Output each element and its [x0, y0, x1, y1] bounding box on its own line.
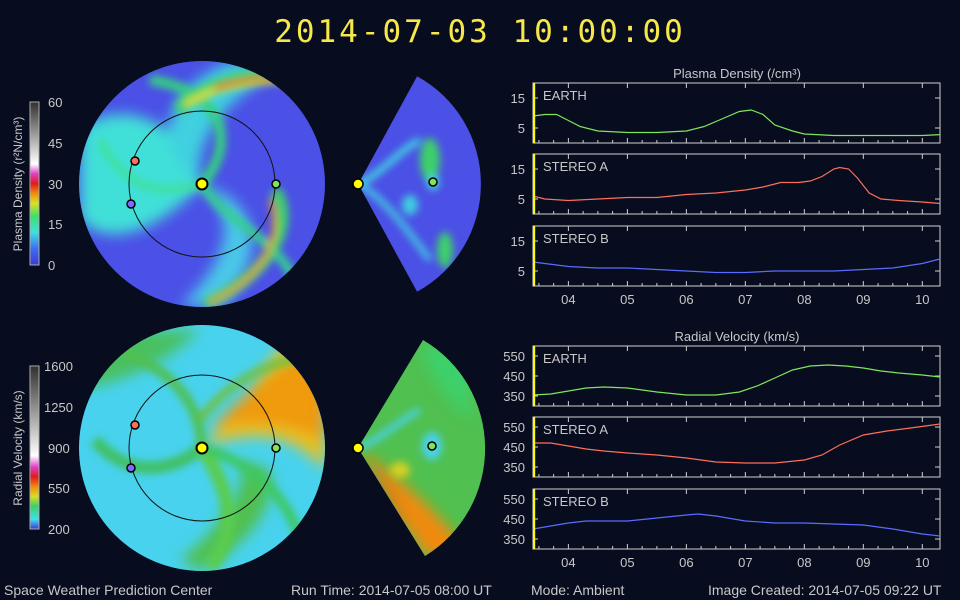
- velocity-colorbar-tick: 1600: [44, 359, 73, 374]
- velocity-colorbar-tick: 200: [48, 522, 70, 537]
- panel-frame: [532, 82, 941, 144]
- footer-center: Space Weather Prediction Center: [4, 582, 213, 598]
- y-tick-label: 550: [503, 349, 525, 364]
- x-tick-label: 07: [738, 555, 752, 570]
- density-colorbar-tick: 45: [48, 136, 62, 151]
- series-line-earth: [532, 364, 941, 396]
- x-tick-label: 04: [561, 292, 575, 307]
- velocity-colorbar-label: Radial Velocity (km/s): [11, 390, 25, 505]
- velocity-colorbar: 1600 1250 900 550 200 Radial Velocity (k…: [11, 359, 73, 537]
- x-tick-label: 06: [679, 555, 693, 570]
- panel-name: STEREO B: [543, 494, 609, 509]
- density-colorbar-tick: 15: [48, 217, 62, 232]
- density-ecliptic-plot: [79, 61, 325, 307]
- x-tick-label: 10: [915, 555, 929, 570]
- x-tick-label: 09: [856, 292, 870, 307]
- velocity-colorbar-tick: 1250: [44, 400, 73, 415]
- panel-frame: [532, 225, 941, 287]
- sun-marker: [352, 178, 364, 190]
- page-title: 2014-07-03 10:00:00: [274, 14, 686, 50]
- earth-marker: [428, 177, 438, 187]
- x-tick-label: 06: [679, 292, 693, 307]
- panel-name: STEREO A: [543, 159, 608, 174]
- density-colorbar-tick: 60: [48, 95, 62, 110]
- density-colorbar-tick: 30: [48, 177, 62, 192]
- y-tick-label: 450: [503, 512, 525, 527]
- sun-marker: [352, 442, 364, 454]
- earth-marker: [271, 179, 281, 189]
- x-tick-label: 10: [915, 292, 929, 307]
- sun-marker: [195, 177, 209, 191]
- panel-frame: [532, 153, 941, 215]
- x-tick-label: 08: [797, 292, 811, 307]
- stereo-a-marker: [130, 156, 140, 166]
- panel-name: STEREO A: [543, 422, 608, 437]
- density-colorbar: 60 45 30 15 0 Plasma Density (r²N/cm³): [11, 95, 62, 273]
- x-tick-label: 07: [738, 292, 752, 307]
- y-tick-label: 15: [511, 162, 525, 177]
- density-colorbar-label: Plasma Density (r²N/cm³): [11, 117, 25, 252]
- earth-marker: [271, 443, 281, 453]
- y-tick-label: 350: [503, 532, 525, 547]
- y-tick-label: 550: [503, 492, 525, 507]
- y-tick-label: 15: [511, 91, 525, 106]
- x-tick-label: 05: [620, 555, 634, 570]
- velocity-timeseries: Radial Velocity (km/s) 350 450 550 EARTH 350…: [503, 329, 941, 570]
- y-tick-label: 5: [518, 264, 525, 279]
- earth-marker: [427, 441, 437, 451]
- panel-name: EARTH: [543, 351, 587, 366]
- x-tick-label: 09: [856, 555, 870, 570]
- velocity-timeseries-title: Radial Velocity (km/s): [675, 329, 800, 344]
- x-tick-label: 08: [797, 555, 811, 570]
- y-tick-label: 15: [511, 234, 525, 249]
- footer-created: Image Created: 2014-07-05 09:22 UT: [708, 582, 942, 598]
- series-line-stereo-a: [533, 423, 941, 464]
- velocity-colorbar-tick: 900: [48, 441, 70, 456]
- series-line-earth: [532, 109, 941, 137]
- velocity-ecliptic-plot: [79, 325, 325, 571]
- density-meridional-plot: [352, 75, 482, 293]
- series-line-stereo-a: [532, 166, 941, 205]
- y-tick-label: 5: [518, 192, 525, 207]
- panel-name: EARTH: [543, 88, 587, 103]
- density-timeseries-title: Plasma Density (/cm³): [673, 66, 801, 81]
- panel-frame: [532, 345, 941, 407]
- footer-run-time: Run Time: 2014-07-05 08:00 UT: [291, 582, 492, 598]
- y-tick-label: 350: [503, 460, 525, 475]
- y-tick-label: 5: [518, 121, 525, 136]
- y-tick-label: 450: [503, 440, 525, 455]
- stereo-b-marker: [126, 199, 136, 209]
- x-tick-label: 04: [561, 555, 575, 570]
- y-tick-label: 350: [503, 389, 525, 404]
- panel-name: STEREO B: [543, 231, 609, 246]
- velocity-meridional-plot: [352, 340, 485, 556]
- stereo-a-marker: [130, 420, 140, 430]
- density-colorbar-tick: 0: [48, 258, 55, 273]
- series-line-stereo-b: [532, 258, 941, 274]
- velocity-colorbar-tick: 550: [48, 481, 70, 496]
- density-timeseries: Plasma Density (/cm³) 5 15 EARTH 5 15 STEREO …: [511, 66, 941, 307]
- y-tick-label: 450: [503, 369, 525, 384]
- series-line-stereo-b: [532, 513, 941, 537]
- footer-mode: Mode: Ambient: [531, 582, 625, 598]
- y-tick-label: 550: [503, 420, 525, 435]
- sun-marker: [195, 441, 209, 455]
- stereo-b-marker: [126, 463, 136, 473]
- x-tick-label: 05: [620, 292, 634, 307]
